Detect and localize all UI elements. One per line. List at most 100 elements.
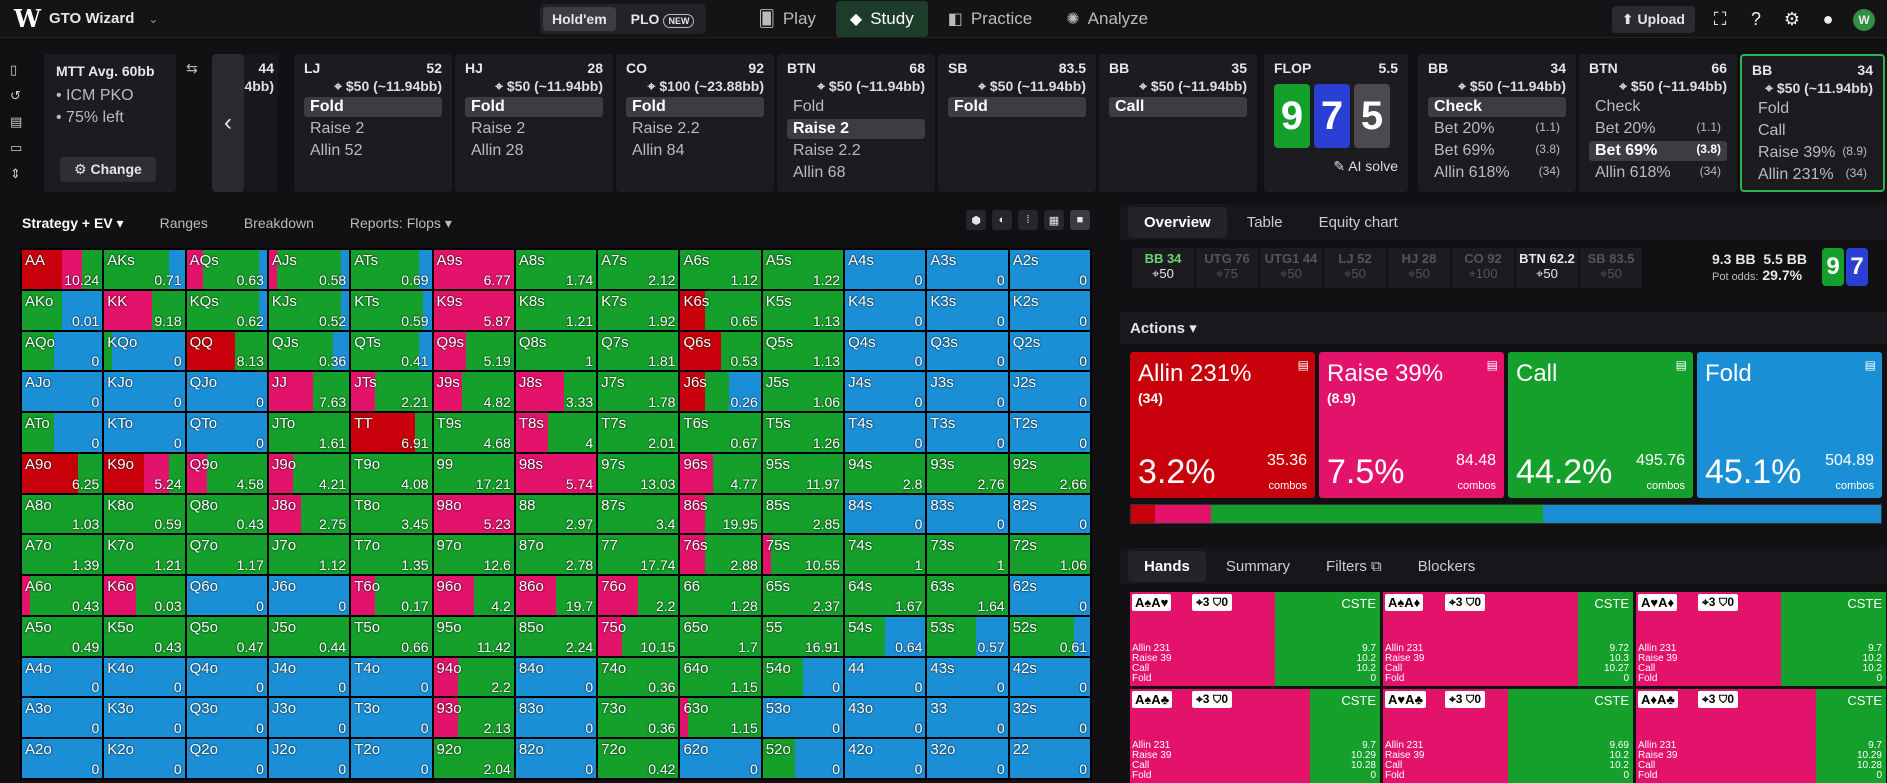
hand-cell[interactable]: K5s 1.13 <box>761 289 845 331</box>
hand-cell[interactable]: J7s 1.78 <box>597 371 680 413</box>
hand-cell[interactable]: 43s 0 <box>926 656 1009 698</box>
action-option[interactable]: Bet 20% (1.1) <box>1428 119 1566 139</box>
hand-cell[interactable]: 52s 0.61 <box>1008 615 1091 657</box>
position-card-bb[interactable]: BB 35 ⌖ $50 (~11.94bb) Call <box>1099 54 1257 192</box>
hand-cell[interactable]: 42s 0 <box>1008 656 1091 698</box>
hand-cell[interactable]: 64s 1.67 <box>844 575 927 616</box>
hand-cell[interactable]: K2s 0 <box>1008 289 1091 331</box>
hand-cell[interactable]: QQ 8.13 <box>185 330 268 372</box>
hand-cell[interactable]: 66 1.28 <box>679 575 762 616</box>
tab-strategy-ev[interactable]: Strategy + EV ▾ <box>22 215 124 232</box>
nav-analyze[interactable]: ✺ Analyze <box>1052 1 1162 37</box>
hand-cell[interactable]: 75o 10.15 <box>597 615 680 657</box>
hand-cell[interactable]: KJo 0 <box>103 371 186 413</box>
hand-cell[interactable]: 83o 0 <box>514 697 598 739</box>
hand-cell[interactable]: JJ 7.63 <box>267 371 351 413</box>
action-option[interactable]: Call <box>1752 121 1873 141</box>
hand-cell[interactable]: 73o 0.36 <box>597 697 680 739</box>
hand-cell[interactable]: Q6s 0.53 <box>679 330 762 372</box>
action-box[interactable]: Call ▤ 44.2% 495.76 combos <box>1508 352 1693 498</box>
combo-cell[interactable]: A♥A♦ ⌖3 ⛉0 CSTE Allin 231 Raise 39 Call Fold 9.… <box>1636 592 1886 686</box>
hand-cell[interactable]: 76s 2.88 <box>679 534 762 576</box>
hand-cell[interactable]: Q7o 1.17 <box>185 534 268 576</box>
hand-cell[interactable]: T5s 1.26 <box>761 412 845 453</box>
action-option[interactable]: Bet 69% (3.8) <box>1428 141 1566 161</box>
hand-cell[interactable]: T7o 1.35 <box>350 534 433 576</box>
history-icon[interactable]: ↺ <box>10 88 21 103</box>
hand-cell[interactable]: A5o 0.49 <box>21 615 104 657</box>
action-box[interactable]: Fold ▤ 45.1% 504.89 combos <box>1697 352 1882 498</box>
hand-cell[interactable]: 97s 13.03 <box>597 452 680 494</box>
nav-play[interactable]: 🂠 Play <box>744 1 829 37</box>
hand-cell[interactable]: J5s 1.06 <box>761 371 845 413</box>
hand-cell[interactable]: 62o 0 <box>679 738 762 779</box>
hand-cell[interactable]: 85s 2.85 <box>761 493 845 535</box>
hand-cell[interactable]: A3s 0 <box>926 249 1009 290</box>
hand-cell[interactable]: 44 0 <box>844 656 927 698</box>
hand-cell[interactable]: Q3o 0 <box>185 697 268 739</box>
combo-cell[interactable]: A♥A♣ ⌖3 ⛉0 CSTE Allin 231 Raise 39 Call Fold 9.… <box>1383 689 1633 783</box>
hand-cell[interactable]: J4o 0 <box>267 656 351 698</box>
hand-cell[interactable]: Q6o 0 <box>185 575 268 616</box>
action-option[interactable]: Fold <box>304 97 442 117</box>
action-option[interactable]: Raise 2 <box>787 119 925 139</box>
action-option[interactable]: Fold <box>948 97 1086 117</box>
hand-cell[interactable]: T9s 4.68 <box>432 412 515 453</box>
hand-cell[interactable]: 63o 1.15 <box>679 697 762 739</box>
tab-reports[interactable]: Reports: Flops ▾ <box>350 215 452 232</box>
hand-cell[interactable]: Q9o 4.58 <box>185 452 268 494</box>
hand-cell[interactable]: 84s 0 <box>844 493 927 535</box>
hand-cell[interactable]: T9o 4.08 <box>350 452 433 494</box>
grid-icon[interactable]: ▦ <box>1044 210 1064 230</box>
hand-cell[interactable]: 87o 2.78 <box>514 534 598 576</box>
bookmark-icon[interactable]: ▯ <box>10 62 18 77</box>
hand-cell[interactable]: KQo 0 <box>103 330 186 372</box>
hand-cell[interactable]: 82o 0 <box>514 738 598 779</box>
tab-filters[interactable]: Filters ⧉ <box>1310 551 1398 582</box>
nav-study[interactable]: ◆ Study <box>835 0 928 37</box>
tab-blockers[interactable]: Blockers <box>1417 557 1476 575</box>
hand-cell[interactable]: 93o 2.13 <box>432 697 515 739</box>
hand-cell[interactable]: 94s 2.8 <box>844 452 927 494</box>
save-icon[interactable]: ▤ <box>10 114 23 129</box>
avatar[interactable]: W <box>1853 8 1875 31</box>
hand-cell[interactable]: 54s 0.64 <box>844 615 927 657</box>
hand-cell[interactable]: 82s 0 <box>1008 493 1091 535</box>
hand-cell[interactable]: A7s 2.12 <box>597 249 680 290</box>
fullscreen-icon[interactable]: ⛶ <box>1713 9 1727 29</box>
hand-cell[interactable]: 72o 0.42 <box>597 738 680 779</box>
hand-cell[interactable]: JTo 1.61 <box>267 412 351 453</box>
hand-cell[interactable]: 22 0 <box>1008 738 1091 779</box>
share-icon[interactable]: ⇆ <box>186 60 198 76</box>
hand-cell[interactable]: J6s 0.26 <box>679 371 762 413</box>
hand-cell[interactable]: 33 0 <box>926 697 1009 739</box>
hand-cell[interactable]: J8o 2.75 <box>267 493 351 535</box>
hand-cell[interactable]: 99 17.21 <box>432 452 515 494</box>
hand-cell[interactable]: A9s 6.77 <box>432 249 515 290</box>
hand-cell[interactable]: AJo 0 <box>21 371 104 413</box>
hand-cell[interactable]: 43o 0 <box>844 697 927 739</box>
tab-equity-chart[interactable]: Equity chart <box>1318 213 1398 231</box>
hand-cell[interactable]: 65s 2.37 <box>761 575 845 616</box>
hand-cell[interactable]: 83s 0 <box>926 493 1009 535</box>
hand-cell[interactable]: AQo 0 <box>21 330 104 372</box>
hand-cell[interactable]: A8o 1.03 <box>21 493 104 535</box>
plo-option[interactable]: PLO NEW <box>622 7 704 31</box>
action-option[interactable]: Allin 68 <box>787 163 925 183</box>
hand-cell[interactable]: 72s 1.06 <box>1008 534 1091 576</box>
hand-cell[interactable]: K6s 0.65 <box>679 289 762 331</box>
hand-cell[interactable]: 93s 2.76 <box>926 452 1009 494</box>
action-option[interactable]: Check <box>1589 97 1727 117</box>
hand-cell[interactable]: 65o 1.7 <box>679 615 762 657</box>
hand-cell[interactable]: T8s 4 <box>514 412 598 453</box>
hand-cell[interactable]: 63s 1.64 <box>926 575 1009 616</box>
help-icon[interactable]: ? <box>1750 9 1761 29</box>
hand-cell[interactable]: A8s 1.74 <box>514 249 598 290</box>
nav-practice[interactable]: ◧ Practice <box>934 1 1047 37</box>
action-option[interactable]: Call <box>1109 97 1247 117</box>
tab-overview[interactable]: Overview <box>1128 206 1227 238</box>
hand-cell[interactable]: AKs 0.71 <box>103 249 186 290</box>
hand-cell[interactable]: Q8o 0.43 <box>185 493 268 535</box>
holdem-option[interactable]: Hold'em <box>543 6 616 31</box>
hand-cell[interactable]: 95s 11.97 <box>761 452 845 494</box>
